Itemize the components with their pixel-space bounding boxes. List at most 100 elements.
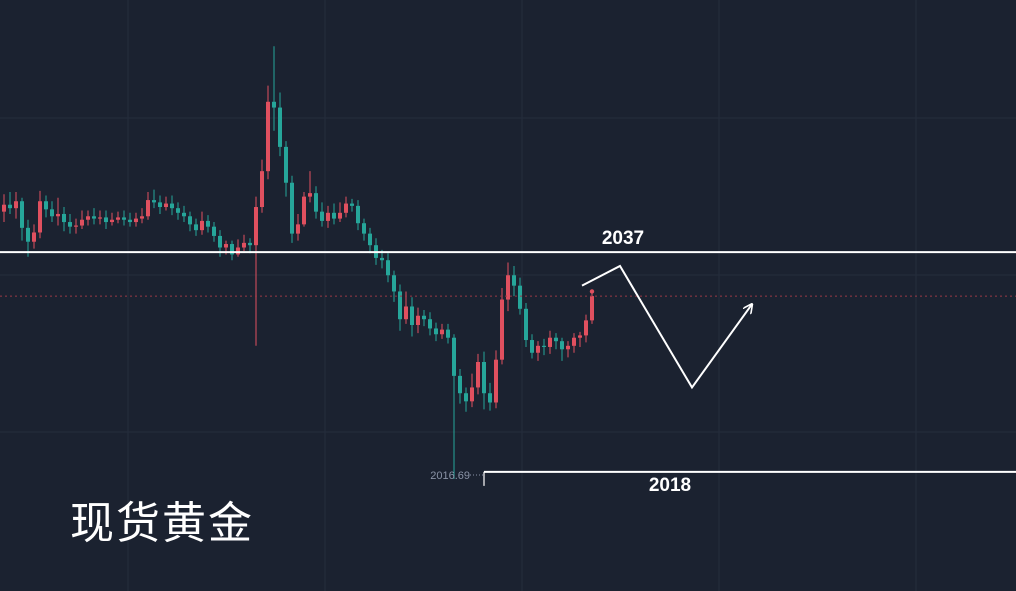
candle-body: [296, 224, 300, 234]
candle-body: [482, 362, 486, 394]
candle-body: [182, 212, 186, 217]
candle-body: [32, 232, 36, 242]
candle-body: [218, 235, 222, 248]
candle-body: [518, 285, 522, 309]
candle-body: [512, 275, 516, 286]
chart-title: 现货黄金: [70, 498, 254, 549]
candle-body: [206, 220, 210, 227]
candle-body: [422, 315, 426, 320]
candle-body: [386, 260, 390, 276]
candle-body: [308, 193, 312, 197]
candle-body: [20, 201, 24, 228]
candle-body: [278, 107, 282, 147]
candle-body: [8, 204, 12, 209]
candle-body: [356, 205, 360, 224]
candle-body: [470, 387, 474, 402]
candle-body: [332, 212, 336, 219]
candle-body: [2, 204, 6, 212]
candle-body: [590, 296, 594, 321]
resistance-label: 2037: [602, 228, 644, 249]
candle-body: [440, 329, 444, 335]
candle-body: [458, 375, 462, 394]
candle-body: [500, 299, 504, 360]
candle-body: [188, 216, 192, 225]
candle-body: [494, 359, 498, 403]
candle-body: [410, 306, 414, 325]
candle-body: [584, 320, 588, 336]
candle-body: [572, 337, 576, 346]
candle-body: [506, 275, 510, 300]
candle-body: [314, 193, 318, 212]
candle-body: [158, 202, 162, 208]
candle-body: [578, 335, 582, 338]
candle-body: [170, 203, 174, 209]
candle-body: [560, 341, 564, 350]
candles: [2, 46, 594, 479]
candle-body: [26, 227, 30, 242]
candle-body: [350, 203, 354, 206]
candle-body: [134, 218, 138, 223]
candle-body: [44, 201, 48, 210]
candle-body: [428, 319, 432, 329]
candle-body: [344, 203, 348, 213]
candle-body: [242, 242, 246, 248]
candle-body: [140, 216, 144, 219]
candle-body: [50, 209, 54, 217]
candle-body: [266, 101, 270, 172]
candle-body: [464, 393, 468, 402]
candle-body: [404, 306, 408, 320]
candle-body: [164, 203, 168, 208]
candle-body: [524, 308, 528, 341]
candle-body: [416, 315, 420, 325]
candle-body: [398, 291, 402, 320]
candle-body: [548, 337, 552, 347]
candle-body: [98, 217, 102, 219]
candle-body: [128, 219, 132, 223]
candle-body: [392, 275, 396, 292]
candle-body: [122, 217, 126, 220]
candle-body: [212, 226, 216, 236]
candle-body: [194, 224, 198, 231]
candle-body: [530, 340, 534, 353]
candle-body: [476, 362, 480, 388]
candle-body: [56, 213, 60, 217]
candle-body: [566, 345, 570, 350]
candle-body: [236, 247, 240, 255]
candle-body: [284, 146, 288, 183]
low-marker-label: 2016.69: [430, 470, 470, 482]
candle-body: [176, 208, 180, 213]
candle-body: [200, 220, 204, 231]
candle-body: [230, 244, 234, 255]
candle-body: [488, 393, 492, 403]
candle-body: [362, 223, 366, 234]
candle-body: [260, 171, 264, 208]
candle-body: [254, 207, 258, 246]
candle-body: [290, 182, 294, 234]
candle-body: [368, 233, 372, 246]
candle-body: [86, 216, 90, 220]
candle-body: [554, 337, 558, 342]
candle-body: [62, 213, 66, 223]
candle-body: [14, 201, 18, 209]
support-label: 2018: [649, 475, 691, 496]
candle-body: [224, 244, 228, 248]
candle-body: [80, 219, 84, 226]
candle-body: [326, 212, 330, 221]
candle-body: [320, 211, 324, 221]
candle-body: [338, 212, 342, 219]
candle-body: [380, 257, 384, 261]
candle-body: [104, 217, 108, 223]
candle-body: [74, 225, 78, 227]
candle-body: [248, 242, 252, 246]
candle-body: [116, 217, 120, 220]
projection-path: [581, 264, 752, 390]
candle-body: [92, 216, 96, 219]
price-levels: 2037 2018 2016.69: [0, 228, 1016, 496]
current-price-dot: [589, 289, 595, 294]
candle-body: [452, 337, 456, 376]
candle-body: [272, 101, 276, 108]
candle-body: [542, 345, 546, 347]
candle-body: [302, 196, 306, 225]
